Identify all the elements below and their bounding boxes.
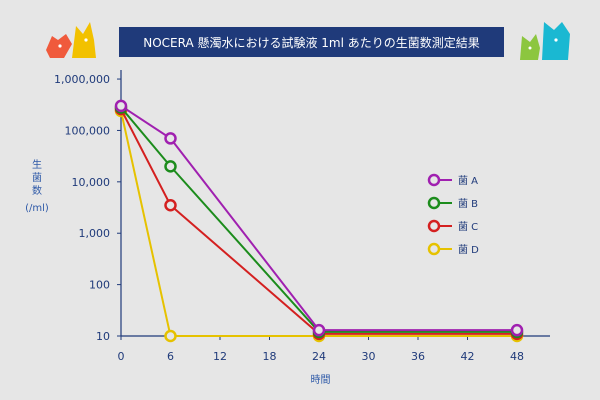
y-axis-unit: (/ml) xyxy=(25,203,49,214)
chart-legend: 菌 A 菌 B 菌 C 菌 D xyxy=(427,173,479,256)
x-tick-label: 6 xyxy=(167,350,174,363)
series-line xyxy=(120,105,517,332)
data-point xyxy=(114,99,128,113)
chart-axis-labels: 時間 生菌数 (/ml) xyxy=(25,158,330,386)
x-tick-label: 48 xyxy=(510,350,524,363)
cyan-dog-icon xyxy=(542,22,570,60)
legend-label: 菌 B xyxy=(458,198,478,210)
legend-marker xyxy=(427,219,441,233)
series-line xyxy=(120,110,517,337)
x-tick-label: 0 xyxy=(118,350,125,363)
y-tick-label: 1,000,000 xyxy=(54,73,110,86)
x-tick-label: 18 xyxy=(263,350,277,363)
y-axis-title-char: 生 xyxy=(32,158,42,171)
y-tick-label: 100,000 xyxy=(65,124,111,137)
data-point xyxy=(164,132,177,145)
x-tick-label: 24 xyxy=(312,350,326,363)
x-tick-label: 36 xyxy=(411,350,425,363)
data-point xyxy=(510,323,524,337)
y-tick-label: 100 xyxy=(89,279,110,292)
y-axis-title-char: 数 xyxy=(32,184,42,197)
x-tick-label: 30 xyxy=(362,350,376,363)
data-point xyxy=(164,160,177,173)
series-line xyxy=(120,108,517,335)
y-axis-title-char: 菌 xyxy=(32,172,42,184)
data-point xyxy=(164,199,177,212)
yellow-cat-icon xyxy=(72,22,96,58)
legend-marker xyxy=(427,242,441,256)
red-dog-icon xyxy=(46,34,72,58)
legend-marker xyxy=(427,196,441,210)
chart-series-group xyxy=(114,99,524,343)
data-point xyxy=(312,323,326,337)
legend-marker xyxy=(427,173,441,187)
legend-label: 菌 C xyxy=(458,221,478,233)
y-tick-label: 1,000 xyxy=(79,227,111,240)
legend-label: 菌 A xyxy=(458,175,478,187)
x-tick-label: 42 xyxy=(461,350,475,363)
y-tick-label: 10 xyxy=(96,330,110,343)
legend-label: 菌 D xyxy=(458,244,479,256)
data-point xyxy=(164,329,177,343)
green-cat-icon xyxy=(520,34,540,60)
x-tick-label: 12 xyxy=(213,350,227,363)
x-axis-title: 時間 xyxy=(311,374,331,386)
series-line xyxy=(120,106,517,333)
y-tick-label: 10,000 xyxy=(72,176,111,189)
chart-title: NOCERA 懸濁水における試験液 1ml あたりの生菌数測定結果 xyxy=(119,27,504,57)
